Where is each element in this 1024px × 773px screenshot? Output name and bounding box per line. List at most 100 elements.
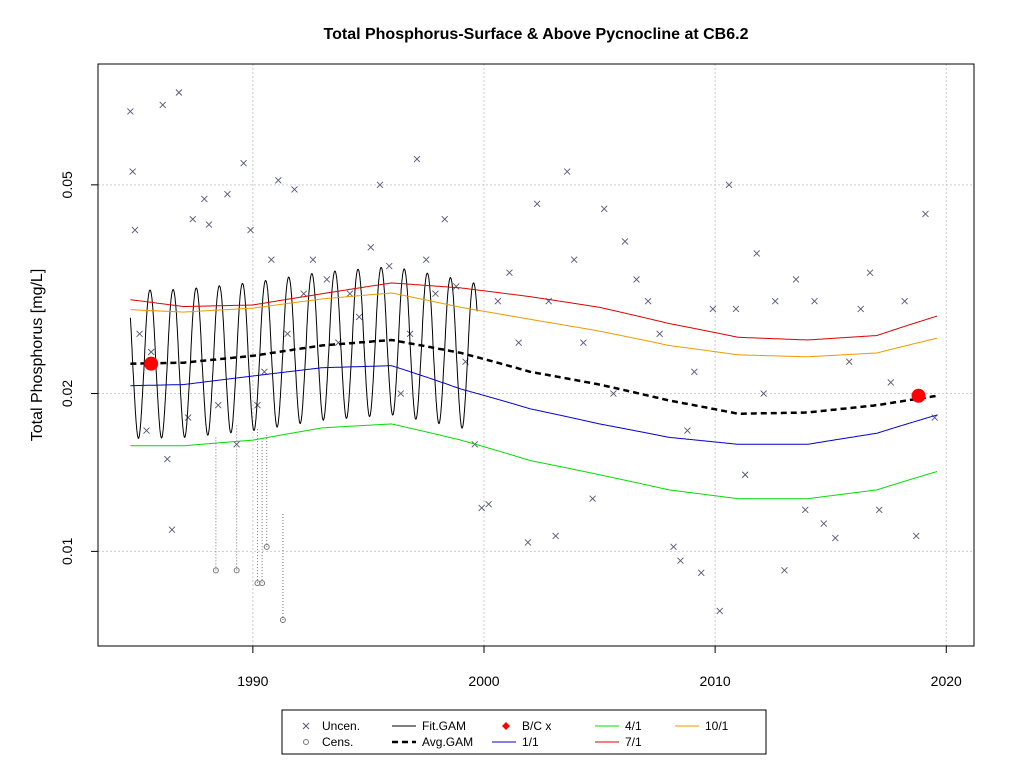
uncensored-point [494,297,502,305]
uncensored-point [506,269,513,276]
uncensored-point [452,283,460,290]
legend-label: Cens. [322,735,353,749]
uncensored-point [355,313,363,321]
uncensored-point [189,215,197,223]
uncensored-point [309,256,317,263]
uncensored-point [725,181,733,189]
uncensored-point [274,177,282,184]
uncensored-point [732,305,740,313]
legend-label: Avg.GAM [422,735,473,749]
uncensored-point [184,414,192,421]
uncensored-point [159,101,167,109]
uncensored-point [901,297,908,305]
uncensored-point [376,181,384,189]
uncensored-point [670,543,677,551]
uncensored-point [515,339,522,347]
uncensored-point [621,238,629,245]
uncensored-point [240,159,247,167]
y-tick-label: 0.05 [59,171,75,198]
censored-point [233,567,240,574]
series-line-7-1 [130,282,938,341]
uncensored-point [254,401,261,409]
uncensored-point [832,534,839,542]
bc-point [144,356,159,371]
uncensored-point [441,215,449,223]
uncensored-point [600,205,608,213]
uncensored-point [346,290,354,298]
legend-label: Fit.GAM [422,719,466,733]
uncensored-point [323,276,331,283]
uncensored-point [792,276,800,283]
uncensored-point [912,532,920,540]
censored-point [263,543,270,550]
y-tick-label: 0.01 [59,538,75,565]
uncensored-point [709,305,717,313]
plot-frame [97,63,975,647]
uncensored-point [129,168,136,175]
uncensored-point [580,339,587,347]
uncensored-point [233,441,240,448]
uncensored-point [291,186,298,193]
uncensored-point [684,427,691,434]
uncensored-point [589,495,596,503]
uncensored-point [127,108,134,115]
uncensored-point [432,290,439,298]
uncensored-point [741,471,749,479]
uncensored-point [875,506,883,514]
censored-point [212,567,219,574]
uncensored-point [716,607,724,615]
uncensored-point [753,250,761,257]
censored-point [259,580,266,587]
uncensored-point [485,500,492,508]
uncensored-point [677,557,684,564]
grid [98,64,974,646]
series-line-1-1 [130,365,938,445]
uncensored-point [644,297,652,305]
uncensored-point [866,269,874,276]
uncensored-point [633,276,640,283]
uncensored-point [781,567,788,574]
plot-data [127,89,939,623]
uncensored-point [922,210,929,218]
legend-open-circle-icon [303,739,309,745]
chart-title: Total Phosphorus-Surface & Above Pycnocl… [324,26,749,43]
x-tick-label: 1990 [237,673,268,689]
uncensored-point [820,520,828,527]
y-axis-title: Total Phosphorus [mg/L] [29,269,46,442]
uncensored-point [143,427,150,434]
y-tick-label: 0.02 [59,380,75,407]
uncensored-point [284,330,291,338]
legend-label: 7/1 [625,735,642,749]
uncensored-point [811,297,818,305]
legend-label: 4/1 [625,719,642,733]
uncensored-point [552,532,559,540]
series-line-avg-gam [130,338,938,415]
uncensored-point [175,89,183,96]
x-tick-label: 2020 [931,673,962,689]
legend-label: 10/1 [705,719,729,733]
uncensored-point [771,297,779,305]
uncensored-point [147,348,155,356]
x-tick-label: 2000 [468,673,499,689]
uncensored-point [524,539,532,546]
uncensored-point [247,226,254,234]
uncensored-point [478,504,486,512]
uncensored-point [422,256,430,263]
uncensored-point [268,256,275,263]
fit-gam-line [129,266,478,439]
uncensored-point [760,390,767,397]
legend-diamond-icon [502,722,510,730]
uncensored-point [570,256,578,263]
series-line-10-1 [130,292,938,358]
uncensored-point [131,226,139,234]
x-tick-label: 2010 [700,673,731,689]
bc-point [911,388,926,403]
uncensored-point [563,168,571,175]
uncensored-point [136,330,143,338]
uncensored-point [300,290,308,298]
uncensored-point [691,368,698,376]
uncensored-point [261,368,268,376]
legend-label: Uncen. [322,719,360,733]
axes: 1990 2000 2010 2020 0.01 0.02 0.05 [59,171,962,689]
